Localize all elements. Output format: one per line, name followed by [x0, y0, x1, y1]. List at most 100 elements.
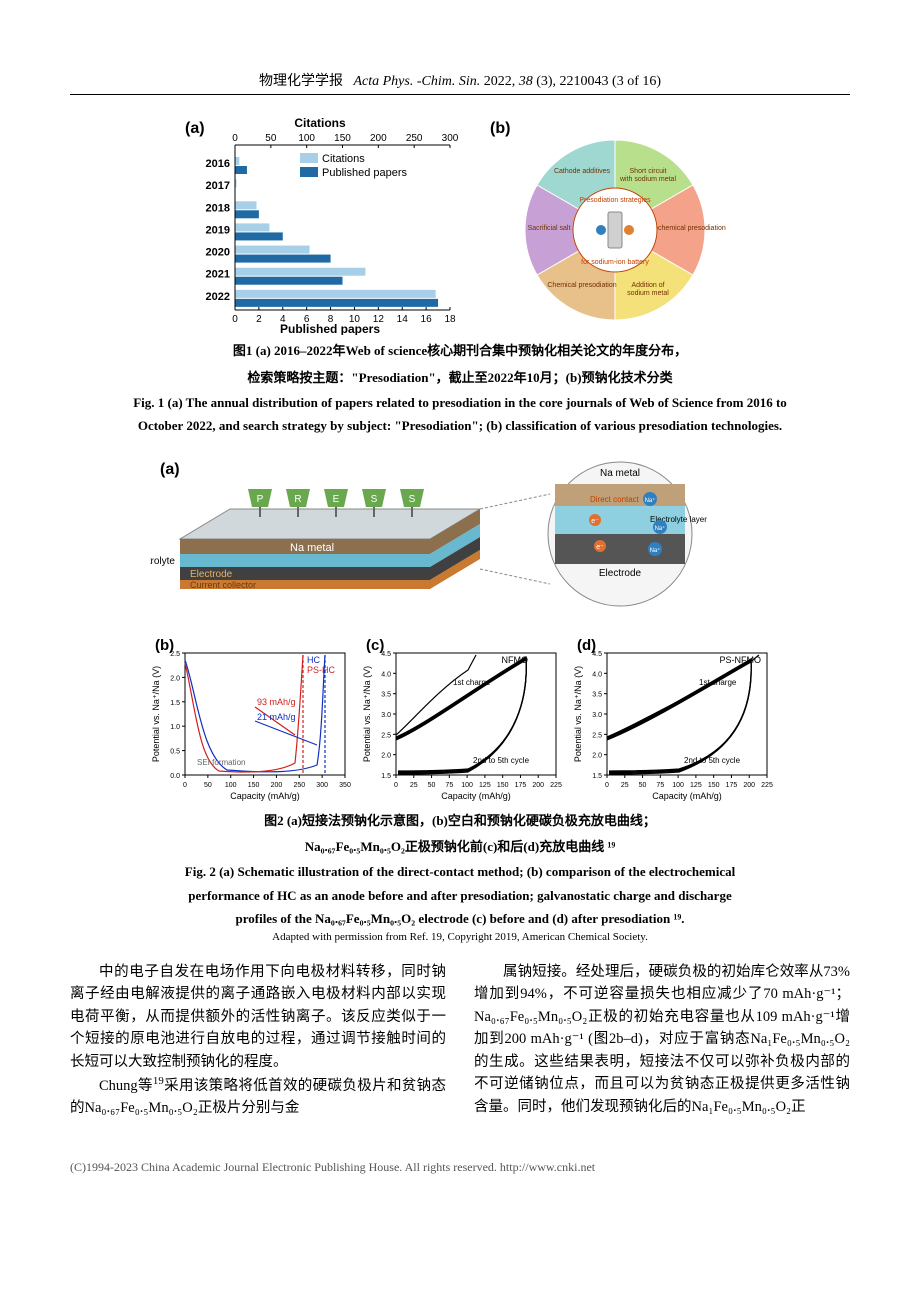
svg-text:93 mAh/g: 93 mAh/g	[257, 697, 296, 707]
fig2-caption-en3: profiles of the Na₀.₆₇Fe₀.₅Mn₀.₅O₂ elect…	[70, 909, 850, 929]
svg-text:Na⁺: Na⁺	[645, 497, 656, 504]
svg-text:175: 175	[514, 782, 526, 789]
svg-text:Electrode: Electrode	[599, 568, 642, 579]
svg-text:Electrode: Electrode	[190, 569, 233, 580]
svg-text:Published papers: Published papers	[280, 322, 380, 335]
svg-text:2.5: 2.5	[592, 732, 602, 739]
svg-text:HC: HC	[307, 655, 320, 665]
svg-text:300: 300	[442, 133, 459, 144]
fig2-caption-cn1: 图2 (a)短接法预钠化示意图，(b)空白和预钠化硬碳负极充放电曲线；	[70, 811, 850, 832]
svg-text:125: 125	[479, 782, 491, 789]
panel-a-label: (a)	[185, 120, 205, 137]
svg-text:Current collector: Current collector	[190, 580, 256, 590]
fig2-caption-en2: performance of HC as an anode before and…	[70, 886, 850, 906]
svg-text:2nd to 5th cycle: 2nd to 5th cycle	[473, 756, 530, 765]
svg-text:Na metal: Na metal	[290, 542, 334, 554]
svg-text:0.5: 0.5	[170, 748, 180, 755]
svg-text:2: 2	[256, 314, 262, 325]
panel-b-label: (b)	[490, 120, 510, 137]
svg-text:NFMO: NFMO	[501, 655, 528, 665]
svg-text:75: 75	[445, 782, 453, 789]
journal-cn: 物理化学学报	[259, 74, 343, 89]
svg-text:2021: 2021	[206, 269, 230, 281]
svg-text:Potential vs. Na⁺/Na (V): Potential vs. Na⁺/Na (V)	[362, 665, 372, 761]
svg-text:2017: 2017	[206, 180, 230, 192]
svg-text:E: E	[333, 494, 340, 505]
svg-text:1st charge: 1st charge	[699, 678, 737, 687]
svg-text:3.0: 3.0	[381, 712, 391, 719]
svg-text:2018: 2018	[206, 202, 230, 214]
fig2-chart-c: (c) Potential vs. Na⁺/Na (V)Capacity (mA…	[358, 635, 563, 805]
svg-text:Na⁺: Na⁺	[655, 525, 666, 532]
svg-text:0: 0	[394, 782, 398, 789]
fig1-pie: (b) Short circuitwith sodium metalElectr…	[490, 115, 740, 335]
svg-text:2.0: 2.0	[170, 675, 180, 682]
svg-text:Addition of: Addition of	[631, 282, 664, 289]
fig2-chart-b: (b) Potential vs. Na⁺/Na (V)Capacity (mA…	[147, 635, 352, 805]
footer: (C)1994-2023 China Academic Journal Elec…	[0, 1140, 920, 1195]
svg-text:18: 18	[444, 314, 456, 325]
svg-text:25: 25	[620, 782, 628, 789]
svg-text:250: 250	[293, 782, 305, 789]
svg-text:Capacity (mAh/g): Capacity (mAh/g)	[441, 791, 511, 801]
svg-text:Published papers: Published papers	[322, 167, 408, 179]
svg-text:Citations: Citations	[322, 153, 365, 165]
svg-text:1.5: 1.5	[170, 699, 180, 706]
svg-text:sodium metal: sodium metal	[627, 290, 669, 297]
svg-text:225: 225	[761, 782, 773, 789]
fig1-caption-cn1: 图1 (a) 2016–2022年Web of science核心期刊合集中预钠…	[70, 341, 850, 362]
svg-text:50: 50	[638, 782, 646, 789]
fig2-permission: Adapted with permission from Ref. 19, Co…	[70, 931, 850, 943]
svg-text:Cathode additives: Cathode additives	[554, 168, 611, 175]
svg-text:Capacity (mAh/g): Capacity (mAh/g)	[652, 791, 722, 801]
svg-text:50: 50	[265, 133, 277, 144]
svg-text:50: 50	[203, 782, 211, 789]
journal-en: Acta Phys. -Chim. Sin.	[353, 74, 480, 89]
svg-text:100: 100	[298, 133, 315, 144]
svg-text:P: P	[257, 494, 264, 505]
svg-text:0: 0	[183, 782, 187, 789]
fig2-schematic: (a) PRESS Na metal Electrolyte Electrode…	[150, 454, 770, 624]
svg-text:150: 150	[496, 782, 508, 789]
page-header: 物理化学学报 Acta Phys. -Chim. Sin. 2022, 38 (…	[70, 70, 850, 95]
svg-text:300: 300	[316, 782, 328, 789]
svg-text:R: R	[294, 494, 301, 505]
svg-text:150: 150	[247, 782, 259, 789]
svg-text:(a): (a)	[160, 461, 180, 478]
svg-text:PS-HC: PS-HC	[307, 665, 336, 675]
svg-text:0.0: 0.0	[170, 773, 180, 780]
svg-text:1.5: 1.5	[381, 773, 391, 780]
svg-text:with sodium metal: with sodium metal	[619, 176, 676, 183]
svg-text:Citations: Citations	[294, 116, 346, 130]
svg-text:0: 0	[232, 133, 238, 144]
svg-text:125: 125	[690, 782, 702, 789]
figure-1: (a) Citations 050100150200250300 Citatio…	[70, 115, 850, 436]
svg-text:e⁻: e⁻	[591, 518, 599, 525]
svg-text:200: 200	[270, 782, 282, 789]
svg-text:21 mAh/g: 21 mAh/g	[257, 712, 296, 722]
svg-text:2020: 2020	[206, 247, 230, 259]
svg-text:150: 150	[707, 782, 719, 789]
svg-text:1.0: 1.0	[170, 724, 180, 731]
svg-text:25: 25	[409, 782, 417, 789]
svg-text:350: 350	[339, 782, 351, 789]
svg-text:1st charge: 1st charge	[453, 678, 491, 687]
svg-text:14: 14	[397, 314, 409, 325]
svg-text:3.0: 3.0	[592, 712, 602, 719]
svg-text:Short circuit: Short circuit	[630, 168, 667, 175]
svg-text:2.0: 2.0	[592, 752, 602, 759]
svg-text:4.0: 4.0	[592, 671, 602, 678]
svg-text:200: 200	[370, 133, 387, 144]
svg-text:Na⁺: Na⁺	[650, 547, 661, 554]
svg-text:16: 16	[421, 314, 433, 325]
svg-text:225: 225	[550, 782, 562, 789]
svg-text:Direct contact: Direct contact	[590, 495, 640, 504]
svg-text:4.0: 4.0	[381, 671, 391, 678]
svg-text:2019: 2019	[206, 224, 230, 236]
svg-text:for sodium-ion battery: for sodium-ion battery	[581, 259, 649, 266]
figure-2: (a) PRESS Na metal Electrolyte Electrode…	[70, 454, 850, 943]
fig2-caption-en1: Fig. 2 (a) Schematic illustration of the…	[70, 862, 850, 882]
svg-text:PS-NFMO: PS-NFMO	[719, 655, 761, 665]
svg-text:175: 175	[725, 782, 737, 789]
svg-text:2.5: 2.5	[381, 732, 391, 739]
